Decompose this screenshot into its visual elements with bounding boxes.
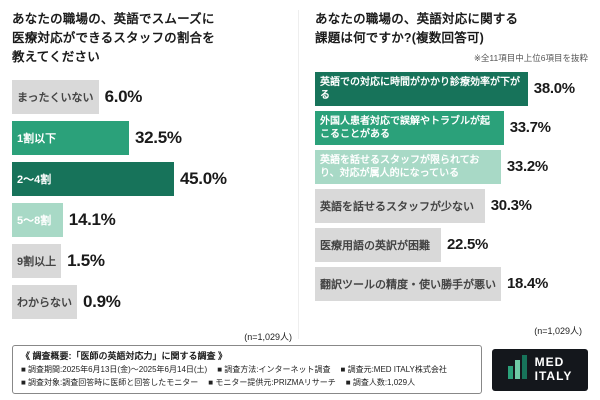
bar-category-label: 英語を話せるスタッフが限られており、対応が属人的になっている bbox=[320, 154, 480, 179]
bar: 英語での対応に時間がかかり診療効率が下がる bbox=[315, 71, 528, 106]
bar-category-label: わからない bbox=[17, 297, 72, 310]
med-italy-logo: MED ITALY bbox=[492, 348, 588, 391]
bar-row: 医療用語の英訳が困難 22.5% bbox=[315, 227, 588, 262]
bar-row: 英語での対応に時間がかかり診療効率が下がる 38.0% bbox=[315, 71, 588, 106]
sample-size-label: (n=1,029人) bbox=[244, 332, 292, 343]
logo-bars-icon bbox=[507, 355, 528, 384]
bar: 5〜8割 bbox=[12, 203, 63, 238]
logo-line-2: ITALY bbox=[534, 368, 573, 383]
survey-overview-row: ■ 調査期間:2025年6月13日(金)〜2025年6月14日(土) ■ 調査方… bbox=[21, 364, 473, 376]
bar-category-label: 医療用語の英訳が困難 bbox=[320, 239, 430, 252]
right-chart-bars: 英語での対応に時間がかかり診療効率が下がる 38.0% 外国人患者対応で誤解やト… bbox=[315, 71, 588, 306]
survey-overview-box: 《 調査概要:「医師の英語対応力」に関する調査 》 ■ 調査期間:2025年6月… bbox=[12, 345, 482, 394]
bar-row: 2〜4割 45.0% bbox=[12, 162, 298, 197]
bar-row: 5〜8割 14.1% bbox=[12, 203, 298, 238]
chart-note: ※全11項目中上位6項目を抜粋 bbox=[473, 52, 588, 63]
survey-detail: ■ 調査対象:調査回答時に医師と回答したモニター bbox=[21, 377, 199, 387]
bar-value-label: 33.2% bbox=[506, 158, 548, 175]
survey-overview-title: 《 調査概要:「医師の英語対応力」に関する調査 》 bbox=[21, 351, 227, 362]
bar-category-label: 英語での対応に時間がかかり診療効率が下がる bbox=[320, 76, 520, 101]
bar: わからない bbox=[12, 285, 77, 320]
bar: 医療用語の英訳が困難 bbox=[315, 227, 441, 262]
bar-value-label: 14.1% bbox=[68, 210, 116, 230]
charts-area: あなたの職場の、英語でスムーズに 医療対応ができるスタッフの割合を 教えてくださ… bbox=[12, 10, 588, 342]
bar-category-label: まったくいない bbox=[17, 92, 94, 105]
survey-detail: ■ 調査人数:1,029人 bbox=[345, 377, 416, 387]
left-chart-section: あなたの職場の、英語でスムーズに 医療対応ができるスタッフの割合を 教えてくださ… bbox=[12, 10, 298, 342]
bar-category-label: 翻訳ツールの精度・使い勝手が悪い bbox=[320, 278, 496, 291]
bar: 9割以上 bbox=[12, 244, 62, 279]
bar-value-label: 0.9% bbox=[83, 292, 121, 312]
survey-detail: ■ 調査元:MED ITALY株式会社 bbox=[340, 365, 447, 375]
left-chart-title: あなたの職場の、英語でスムーズに 医療対応ができるスタッフの割合を 教えてくださ… bbox=[12, 10, 298, 66]
bar: 外国人患者対応で誤解やトラブルが起こることがある bbox=[315, 110, 504, 145]
bar-category-label: 5〜8割 bbox=[17, 215, 52, 228]
bar-row: 翻訳ツールの精度・使い勝手が悪い 18.4% bbox=[315, 266, 588, 301]
bar-row: わからない 0.9% bbox=[12, 285, 298, 320]
sample-size-label: (n=1,029人) bbox=[534, 326, 582, 337]
bar-row: 英語を話せるスタッフが限られており、対応が属人的になっている 33.2% bbox=[315, 149, 588, 184]
right-chart-title: あなたの職場の、英語対応に関する 課題は何ですか?(複数回答可) bbox=[315, 10, 588, 48]
bar: 1割以下 bbox=[12, 121, 129, 156]
bar-value-label: 1.5% bbox=[67, 251, 105, 271]
bar: 2〜4割 bbox=[12, 162, 174, 197]
bar-row: 9割以上 1.5% bbox=[12, 244, 298, 279]
bar-row: 英語を話せるスタッフが少ない 30.3% bbox=[315, 188, 588, 223]
title-line: 教えてください bbox=[12, 49, 100, 64]
logo-text: MED ITALY bbox=[534, 354, 573, 384]
bar: まったくいない bbox=[12, 80, 99, 115]
bar-row: 1割以下 32.5% bbox=[12, 121, 298, 156]
bar-value-label: 45.0% bbox=[180, 169, 227, 189]
bar-category-label: 外国人患者対応で誤解やトラブルが起こることがある bbox=[320, 115, 490, 140]
bar-category-label: 英語を話せるスタッフが少ない bbox=[320, 200, 474, 213]
right-chart-section: あなたの職場の、英語対応に関する 課題は何ですか?(複数回答可) ※全11項目中… bbox=[298, 10, 588, 340]
survey-overview-row: ■ 調査対象:調査回答時に医師と回答したモニター ■ モニター提供元:PRIZM… bbox=[21, 377, 473, 389]
bar-value-label: 18.4% bbox=[507, 275, 549, 292]
survey-detail: ■ モニター提供元:PRIZMAリサーチ bbox=[208, 377, 336, 387]
survey-detail: ■ 調査期間:2025年6月13日(金)〜2025年6月14日(土) bbox=[21, 365, 208, 375]
left-chart-bars: まったくいない 6.0% 1割以下 32.5% 2〜4割 45.0% 5〜8割 … bbox=[12, 80, 298, 326]
footer: 《 調査概要:「医師の英語対応力」に関する調査 》 ■ 調査期間:2025年6月… bbox=[12, 339, 588, 394]
survey-detail: ■ 調査方法:インターネット調査 bbox=[217, 365, 331, 375]
bar-value-label: 32.5% bbox=[135, 128, 182, 148]
bar: 翻訳ツールの精度・使い勝手が悪い bbox=[315, 266, 501, 301]
bar: 英語を話せるスタッフが少ない bbox=[315, 188, 485, 223]
logo-line-1: MED bbox=[534, 354, 565, 369]
bar-value-label: 6.0% bbox=[104, 87, 143, 107]
bar-value-label: 38.0% bbox=[533, 80, 575, 97]
bar-row: まったくいない 6.0% bbox=[12, 80, 298, 115]
title-line: あなたの職場の、英語対応に関する bbox=[315, 12, 519, 26]
title-line: 医療対応ができるスタッフの割合を bbox=[12, 30, 215, 45]
bar-row: 外国人患者対応で誤解やトラブルが起こることがある 33.7% bbox=[315, 110, 588, 145]
title-line: あなたの職場の、英語でスムーズに bbox=[12, 12, 215, 26]
bar-value-label: 33.7% bbox=[509, 119, 551, 136]
bar-category-label: 2〜4割 bbox=[17, 174, 52, 187]
bar-value-label: 22.5% bbox=[447, 236, 489, 253]
bar-category-label: 9割以上 bbox=[17, 256, 57, 269]
title-line: 課題は何ですか?(複数回答可) bbox=[315, 30, 484, 45]
bar-category-label: 1割以下 bbox=[17, 133, 57, 146]
bar: 英語を話せるスタッフが限られており、対応が属人的になっている bbox=[315, 149, 501, 184]
bar-value-label: 30.3% bbox=[490, 197, 532, 214]
